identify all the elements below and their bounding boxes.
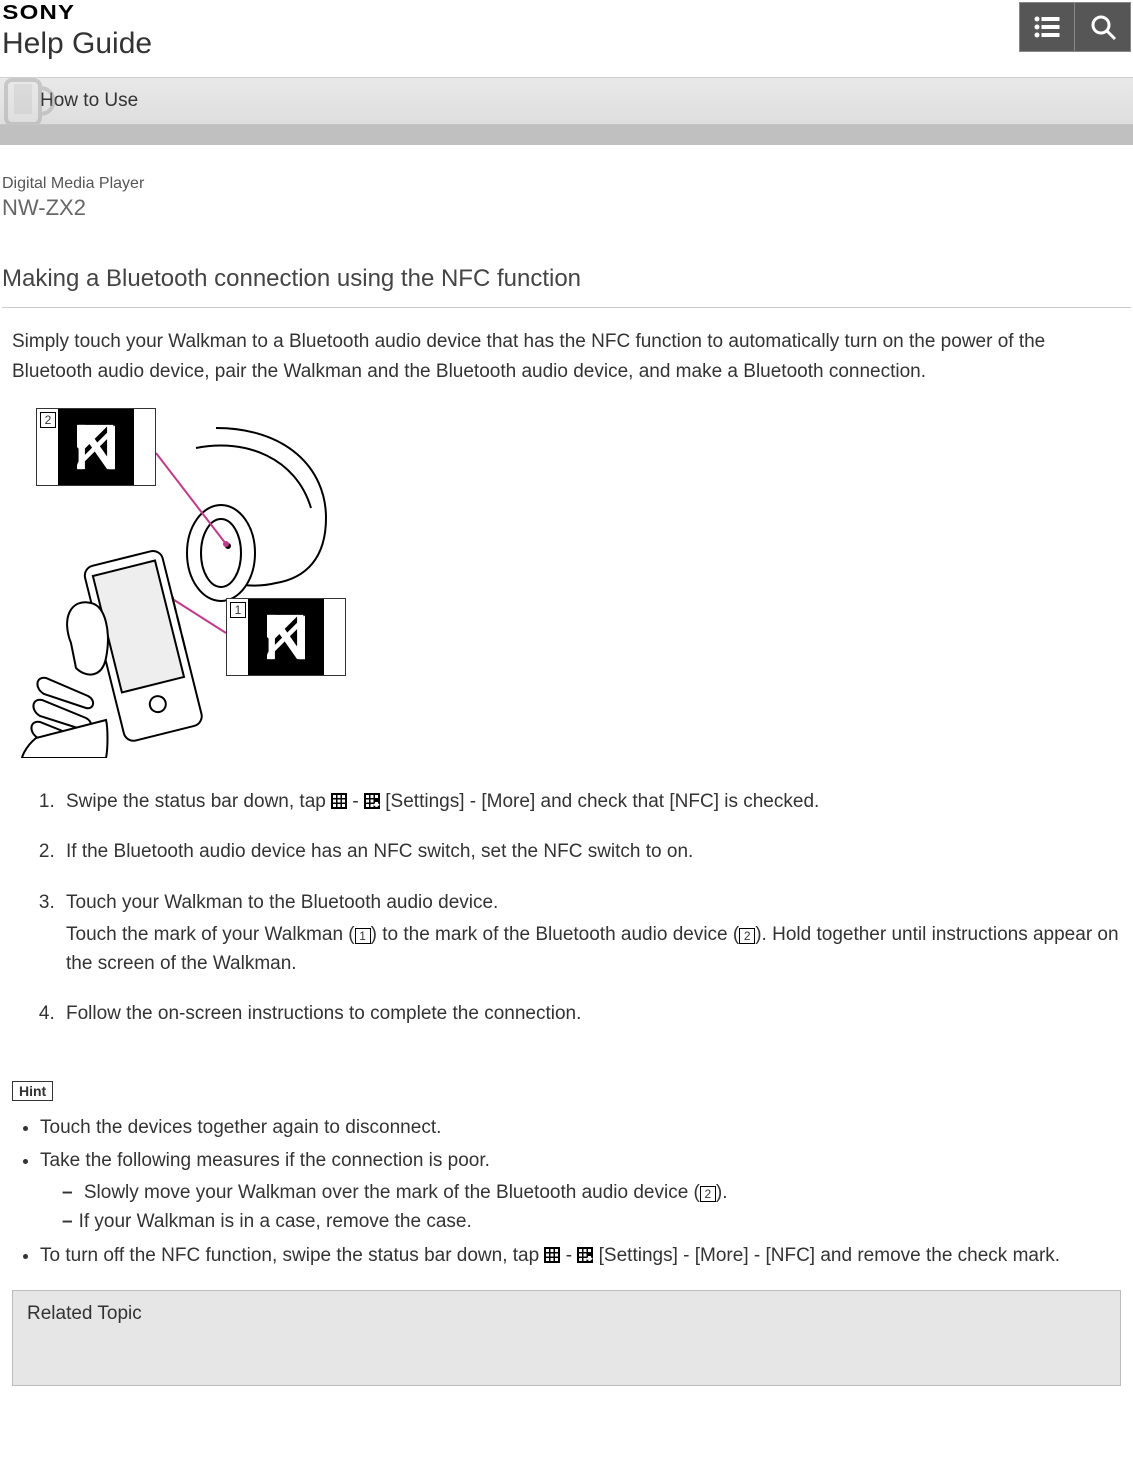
apps-settings-icon [577, 1247, 593, 1263]
callout-1-box: 1 [226, 598, 346, 676]
step-3-sub-a: Touch the mark of your Walkman ( [66, 924, 355, 945]
step-1-text-c: [Settings] - [More] and check that [NFC]… [380, 791, 819, 812]
hint-3-text-b: - [560, 1245, 577, 1266]
intro-paragraph: Simply touch your Walkman to a Bluetooth… [0, 327, 1133, 388]
step-1: Swipe the status bar down, tap - [Settin… [60, 788, 1121, 817]
callout-1-number: 1 [230, 602, 246, 618]
hint-label: Hint [12, 1081, 53, 1101]
callout-2-box: 2 [36, 408, 156, 486]
step-3: Touch your Walkman to the Bluetooth audi… [60, 889, 1121, 979]
product-meta: Digital Media Player NW-ZX2 [0, 145, 1133, 225]
callout-2-number: 2 [40, 412, 56, 428]
related-topic-title: Related Topic [27, 1303, 142, 1324]
product-category: Digital Media Player [2, 175, 1131, 193]
step-4: Follow the on-screen instructions to com… [60, 1000, 1121, 1029]
hint-2: Take the following measures if the conne… [40, 1146, 1121, 1236]
step-1-text-a: Swipe the status bar down, tap [66, 791, 331, 812]
search-button[interactable] [1075, 2, 1131, 52]
apps-settings-icon [364, 793, 380, 809]
toc-button[interactable] [1019, 2, 1075, 52]
step-3-sub-b: ) to the mark of the Bluetooth audio dev… [371, 924, 740, 945]
brand-logo: SONY [0, 2, 1133, 25]
step-3-main: Touch your Walkman to the Bluetooth audi… [66, 892, 498, 913]
hint-3: To turn off the NFC function, swipe the … [40, 1241, 1121, 1270]
hint-2-text: Take the following measures if the conne… [40, 1150, 490, 1171]
hint-2-sub-1b: ). [716, 1182, 728, 1203]
title-divider [2, 307, 1131, 308]
search-icon [1089, 13, 1117, 41]
breadcrumb-device-icon [0, 78, 70, 124]
list-icon [1033, 13, 1061, 41]
ref-1-inline: 1 [355, 928, 371, 944]
hint-2-sub-2: If your Walkman is in a case, remove the… [62, 1207, 1121, 1236]
hint-2-sub-1a: Slowly move your Walkman over the mark o… [84, 1182, 700, 1203]
breadcrumb-bar: How to Use [0, 77, 1133, 125]
hint-list: Touch the devices together again to disc… [0, 1113, 1133, 1270]
page-title: Making a Bluetooth connection using the … [2, 265, 1131, 293]
hint-2-sub-1: Slowly move your Walkman over the mark o… [62, 1178, 1121, 1207]
step-1-text-b: - [347, 791, 364, 812]
help-guide-title: Help Guide [0, 25, 1133, 71]
apps-grid-icon [544, 1247, 560, 1263]
gray-strip [0, 125, 1133, 145]
hint-3-text-c: [Settings] - [More] - [NFC] and remove t… [593, 1245, 1060, 1266]
apps-grid-icon [331, 793, 347, 809]
hint-3-text-a: To turn off the NFC function, swipe the … [40, 1245, 544, 1266]
hint-1: Touch the devices together again to disc… [40, 1113, 1121, 1142]
ref-2-inline: 2 [739, 928, 755, 944]
ref-2-inline-b: 2 [700, 1186, 716, 1202]
steps-list: Swipe the status bar down, tap - [Settin… [0, 788, 1133, 1029]
step-2: If the Bluetooth audio device has an NFC… [60, 838, 1121, 867]
related-topic-box: Related Topic [12, 1290, 1121, 1386]
nfc-figure: 2 1 [16, 408, 356, 758]
hint-2-sublist: Slowly move your Walkman over the mark o… [40, 1178, 1121, 1237]
product-model: NW-ZX2 [2, 195, 1131, 221]
header-buttons [1019, 2, 1131, 52]
top-bar: SONY Help Guide [0, 0, 1133, 77]
